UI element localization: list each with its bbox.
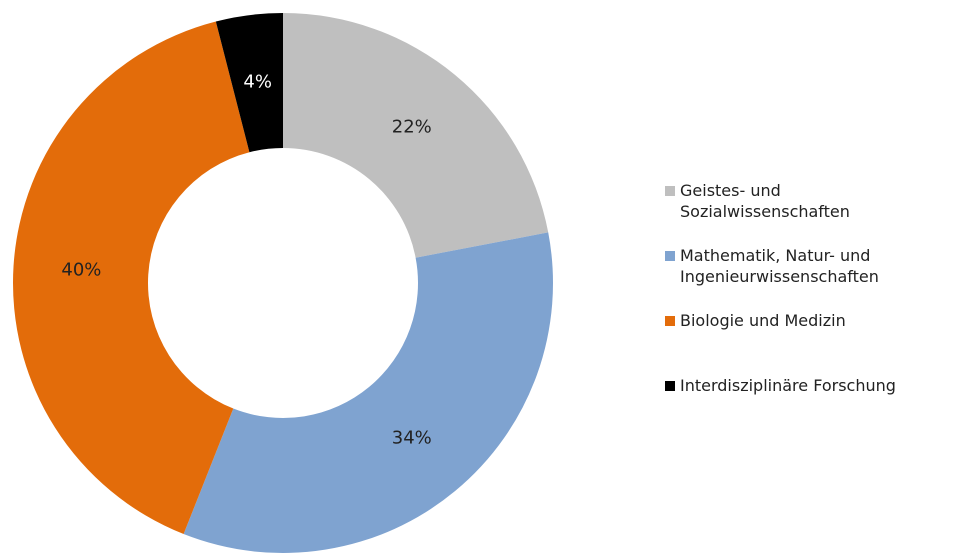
legend-swatch <box>665 251 675 261</box>
legend-label: Biologie und Medizin <box>680 311 846 330</box>
legend-item: Mathematik, Natur- und Ingenieurwissensc… <box>665 245 955 287</box>
data-label: 34% <box>392 428 432 449</box>
legend-label: Mathematik, Natur- und Ingenieurwissensc… <box>680 246 879 286</box>
donut-slice <box>215 13 283 153</box>
donut-slice <box>183 232 553 553</box>
legend-item: Geistes- und Sozialwissenschaften <box>665 180 955 222</box>
chart: 22% 34% 40% 4% <box>12 13 553 553</box>
legend-swatch <box>665 186 675 196</box>
legend-item: Interdisziplinäre Forschung <box>665 375 896 396</box>
legend-swatch <box>665 381 675 391</box>
data-label: 22% <box>392 116 432 137</box>
legend-label: Geistes- und Sozialwissenschaften <box>680 181 850 221</box>
data-label: 40% <box>61 259 101 280</box>
legend-swatch <box>665 316 675 326</box>
donut-slice <box>12 21 250 535</box>
donut-slice <box>283 13 549 258</box>
data-label: 4% <box>243 72 272 93</box>
legend-item: Biologie und Medizin <box>665 310 955 331</box>
legend-label: Interdisziplinäre Forschung <box>680 376 896 395</box>
